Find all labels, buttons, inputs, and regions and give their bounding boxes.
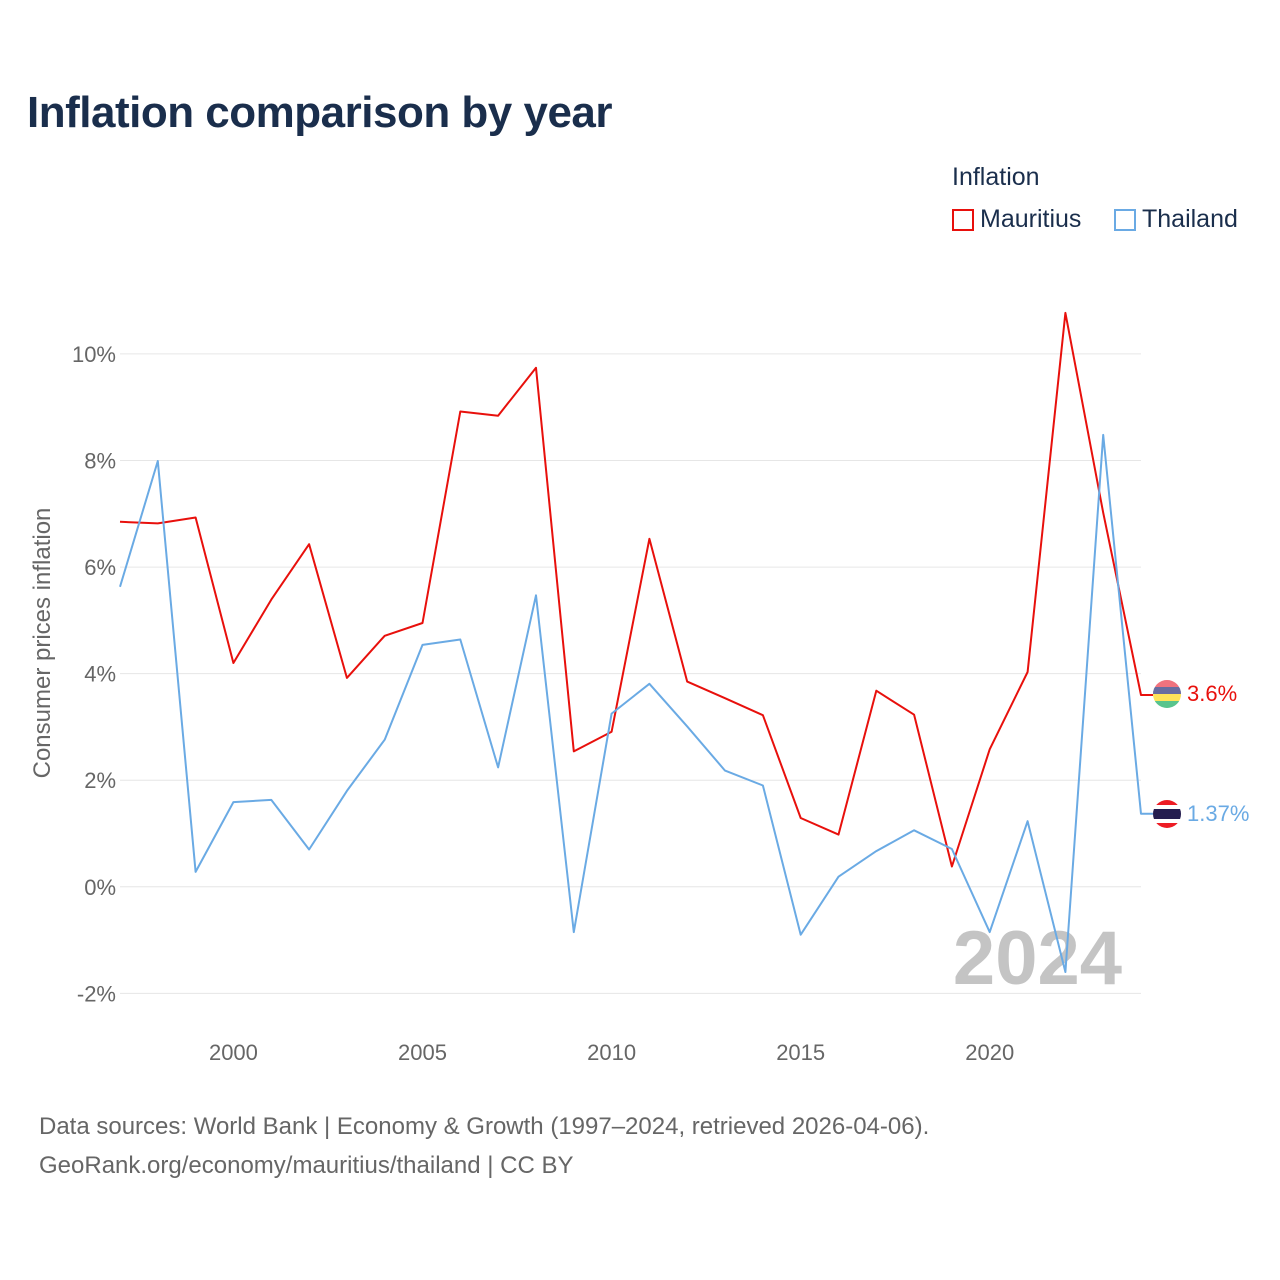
legend-item-thailand[interactable]: Thailand — [1114, 205, 1238, 234]
sources-line-1: Data sources: World Bank | Economy & Gro… — [39, 1113, 930, 1140]
year-watermark: 2024 — [953, 916, 1122, 1001]
legend-label-mauritius: Mauritius — [980, 205, 1082, 233]
x-tick-label: 2005 — [398, 1040, 447, 1065]
x-tick-label: 2000 — [209, 1040, 258, 1065]
grid — [120, 353, 1141, 994]
y-tick-label: 8% — [84, 449, 116, 474]
x-tick-label: 2020 — [965, 1040, 1014, 1065]
y-tick-label: -2% — [77, 981, 116, 1006]
x-tick-label: 2010 — [587, 1040, 636, 1065]
y-tick-label: 10% — [72, 342, 116, 367]
series-line-mauritius[interactable] — [119, 311, 1153, 868]
legend-item-mauritius[interactable]: Mauritius — [952, 205, 1081, 234]
legend-swatch-mauritius — [952, 208, 974, 231]
x-axis: 2000 2005 2010 2015 2020 — [209, 1040, 1014, 1065]
mauritius-end-label: 3.6% — [1187, 681, 1237, 706]
series-layer — [119, 311, 1153, 973]
legend-swatch-thailand — [1114, 208, 1136, 231]
y-tick-label: 6% — [84, 555, 116, 580]
y-tick-label: 4% — [84, 662, 116, 687]
thailand-end-label: 1.37% — [1187, 801, 1249, 826]
data-sources: Data sources: World Bank | Economy & Gro… — [39, 1107, 929, 1185]
mauritius-flag-icon — [1153, 680, 1181, 708]
y-tick-label: 0% — [84, 875, 116, 900]
series-line-thailand[interactable] — [119, 433, 1153, 973]
legend-label-thailand: Thailand — [1142, 205, 1238, 233]
y-axis-label: Consumer prices inflation — [29, 508, 56, 779]
x-tick-label: 2015 — [776, 1040, 825, 1065]
legend-title: Inflation — [952, 163, 1040, 191]
y-tick-label: 2% — [84, 768, 116, 793]
y-axis: -2% 0% 2% 4% 6% 8% 10% — [72, 342, 116, 1006]
chart-title: Inflation comparison by year — [27, 88, 613, 137]
thailand-flag-icon — [1153, 800, 1181, 828]
sources-line-2: GeoRank.org/economy/mauritius/thailand |… — [39, 1152, 574, 1179]
